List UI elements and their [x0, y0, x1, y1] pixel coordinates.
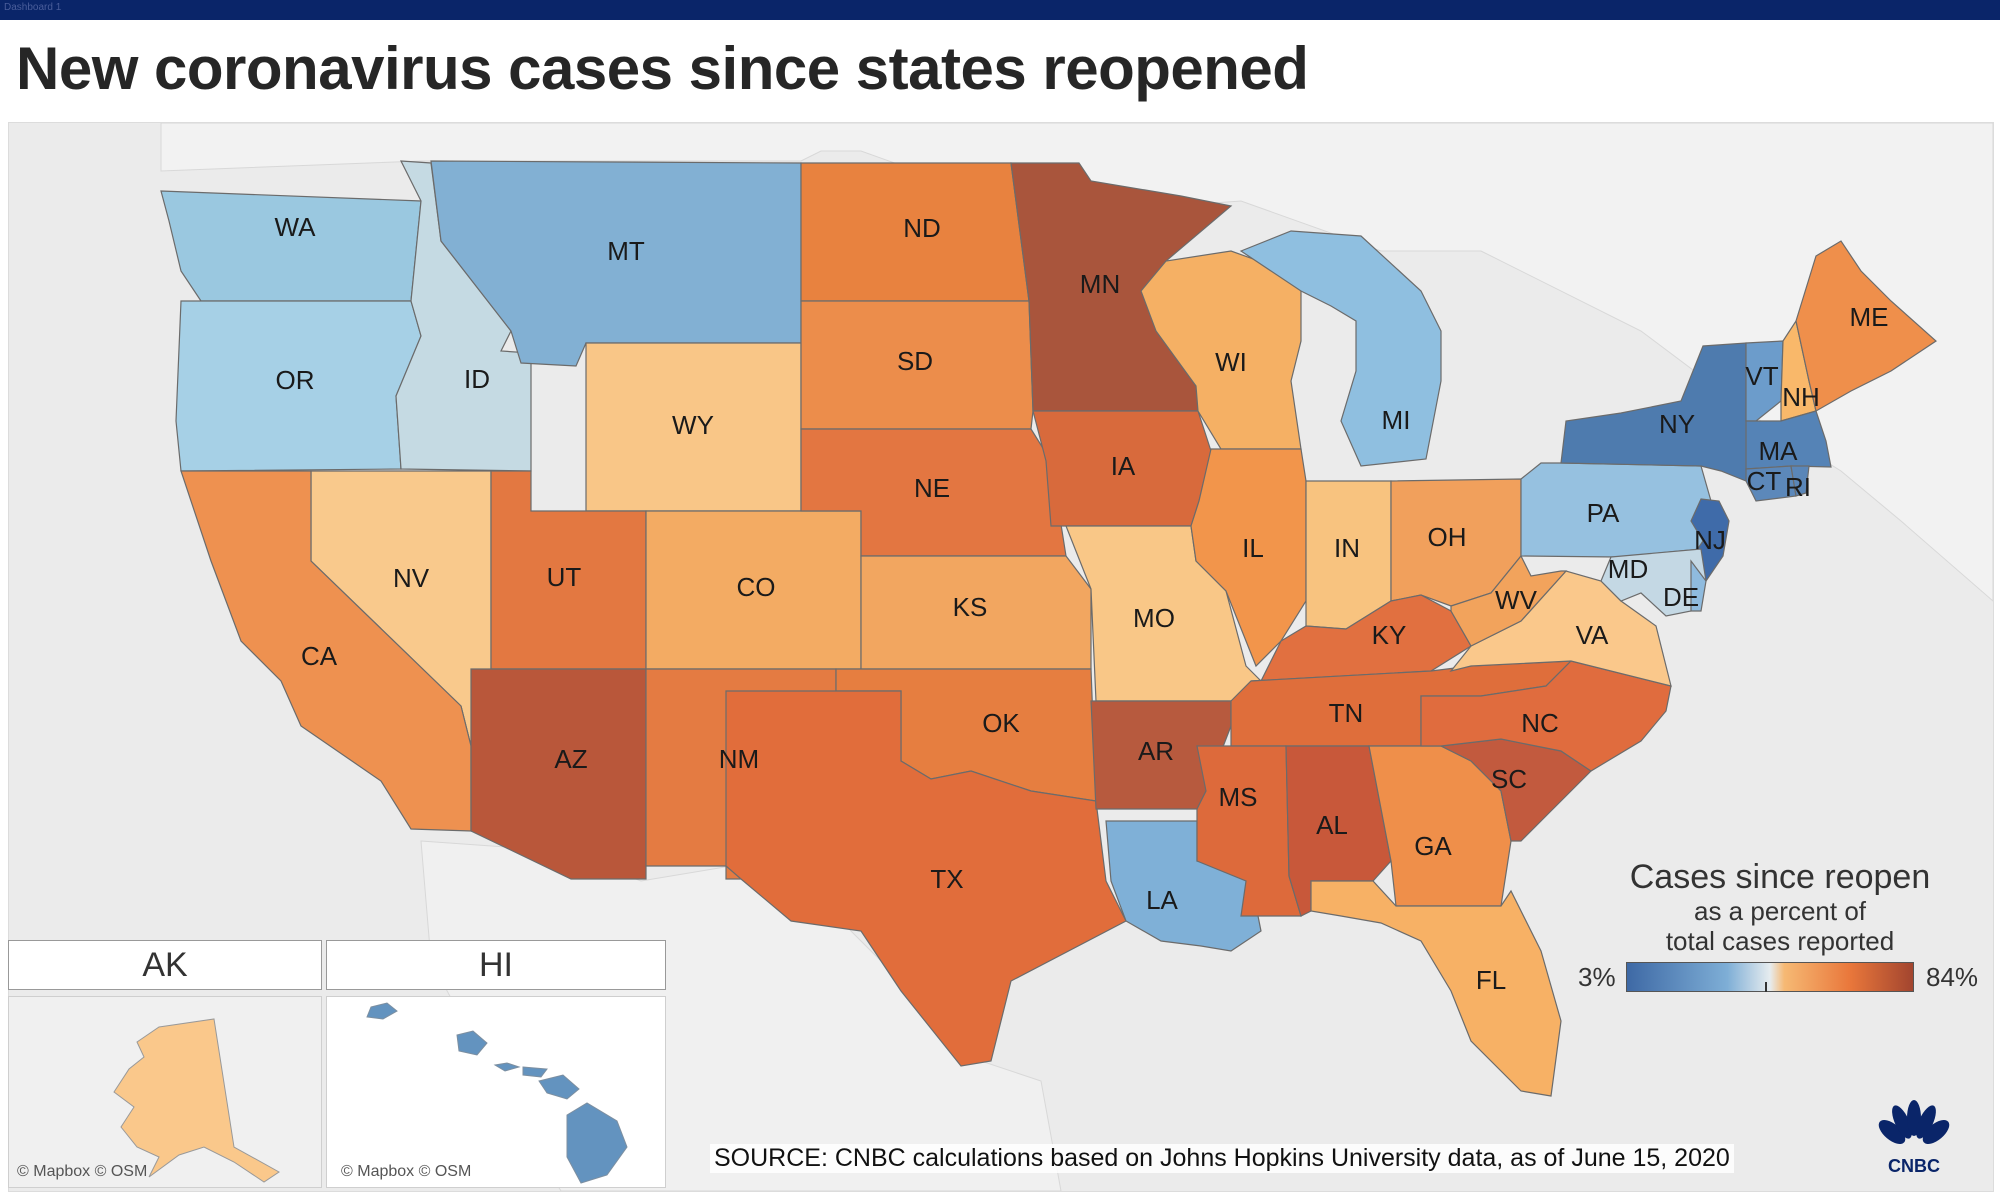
inset-header-hi: HI — [326, 940, 666, 990]
state-label-va: VA — [1576, 620, 1609, 650]
state-shape-de[interactable] — [1690, 559, 1707, 612]
state-label-nd: ND — [903, 213, 941, 243]
state-label-nj: NJ — [1694, 525, 1726, 555]
legend-max-label: 84% — [1926, 962, 1979, 992]
state-shape-ri[interactable] — [1790, 465, 1810, 497]
hawaii-map — [366, 1002, 628, 1184]
legend-subtitle-line2: total cases reported — [1665, 926, 1895, 956]
inset-header-ak: AK — [8, 940, 322, 990]
state-label-nc: NC — [1521, 708, 1559, 738]
state-label-ct: CT — [1747, 466, 1782, 496]
state-label-sd: SD — [897, 346, 933, 376]
legend-min-label: 3% — [1578, 962, 1616, 992]
legend-tick — [1765, 982, 1767, 992]
state-label-ne: NE — [914, 473, 950, 503]
inset-map-hi[interactable]: © Mapbox © OSM — [326, 996, 666, 1188]
state-label-co: CO — [737, 572, 776, 602]
state-label-me: ME — [1850, 302, 1889, 332]
attribution-hi: © Mapbox © OSM — [341, 1163, 472, 1180]
state-shape-ks[interactable] — [860, 555, 1092, 670]
state-shape-sd[interactable] — [800, 300, 1034, 430]
state-label-nh: NH — [1782, 382, 1820, 412]
state-label-ks: KS — [953, 592, 988, 622]
state-label-la: LA — [1146, 885, 1178, 915]
state-label-al: AL — [1316, 810, 1348, 840]
state-label-mn: MN — [1080, 269, 1120, 299]
state-label-wa: WA — [275, 212, 317, 242]
state-label-ok: OK — [982, 708, 1020, 738]
legend-color-ramp[interactable] — [1626, 962, 1914, 992]
state-shape-tx[interactable] — [725, 690, 1127, 1067]
state-label-ri: RI — [1785, 472, 1811, 502]
state-shape-il[interactable] — [1190, 448, 1307, 668]
state-label-sc: SC — [1491, 764, 1527, 794]
state-label-tx: TX — [930, 864, 963, 894]
cnbc-wordmark: CNBC — [1888, 1156, 1940, 1176]
state-shape-az[interactable] — [470, 668, 647, 880]
state-label-in: IN — [1334, 533, 1360, 563]
state-label-vt: VT — [1745, 361, 1778, 391]
state-label-ms: MS — [1219, 782, 1258, 812]
state-label-ny: NY — [1659, 409, 1695, 439]
state-shape-me[interactable] — [1795, 240, 1937, 412]
cnbc-logo: CNBC — [1878, 1100, 1950, 1176]
state-label-tn: TN — [1329, 698, 1364, 728]
state-label-pa: PA — [1587, 498, 1620, 528]
state-shape-nc[interactable] — [1420, 660, 1672, 772]
state-label-wv: WV — [1495, 585, 1538, 615]
state-label-de: DE — [1663, 582, 1699, 612]
state-label-ar: AR — [1138, 736, 1174, 766]
state-shape-vt[interactable] — [1745, 340, 1784, 422]
state-label-ia: IA — [1111, 451, 1136, 481]
state-shape-ca[interactable] — [180, 470, 472, 832]
map-legend: Cases since reopen as a percent of total… — [1560, 858, 2000, 956]
state-shape-ct[interactable] — [1745, 465, 1797, 502]
inset-map-ak[interactable]: © Mapbox © OSM — [8, 996, 322, 1188]
state-shape-wi[interactable] — [1140, 250, 1302, 450]
legend-scale: 3% 84% — [1560, 960, 2000, 994]
us-map[interactable]: WA OR ID MT WY NV CA UT AZ CO NM ND SD NE KS OK TX MN IA MO… — [9, 123, 1993, 1191]
states-layer — [160, 160, 1937, 1097]
dashboard-tab-label[interactable]: Dashboard 1 — [4, 2, 62, 13]
labels-layer: WA OR ID MT WY NV CA UT AZ CO NM ND SD NE KS OK TX MN IA MO… — [275, 212, 1889, 995]
page-title: New coronavirus cases since states reope… — [16, 35, 1309, 102]
legend-title: Cases since reopen — [1629, 858, 1931, 896]
state-label-il: IL — [1242, 533, 1264, 563]
state-label-nv: NV — [393, 563, 430, 593]
state-label-oh: OH — [1428, 522, 1467, 552]
peacock-icon — [1878, 1100, 1950, 1144]
source-note: SOURCE: CNBC calculations based on Johns… — [710, 1144, 1734, 1173]
state-shape-md[interactable] — [1600, 548, 1707, 617]
state-label-az: AZ — [554, 744, 587, 774]
state-label-mt: MT — [607, 236, 645, 266]
state-label-mi: MI — [1382, 405, 1411, 435]
state-label-wy: WY — [672, 410, 714, 440]
canada-landmass — [160, 123, 1993, 602]
state-shape-hi[interactable] — [366, 1002, 628, 1184]
state-shape-wa[interactable] — [160, 190, 422, 302]
state-shape-wv[interactable] — [1450, 554, 1568, 647]
legend-subtitle-line1: as a percent of — [1694, 896, 1866, 926]
state-label-wi: WI — [1215, 347, 1247, 377]
state-label-or: OR — [276, 365, 315, 395]
state-shape-mi[interactable] — [1239, 230, 1442, 467]
state-label-ga: GA — [1414, 831, 1452, 861]
alaska-map — [113, 1018, 280, 1183]
state-label-mo: MO — [1133, 603, 1175, 633]
state-label-fl: FL — [1476, 965, 1506, 995]
state-label-ma: MA — [1759, 436, 1799, 466]
dashboard-tab-bar: Dashboard 1 — [0, 0, 2000, 20]
state-shape-fl[interactable] — [1310, 880, 1562, 1097]
state-label-nm: NM — [719, 744, 759, 774]
state-label-ut: UT — [547, 562, 582, 592]
attribution-ak: © Mapbox © OSM — [17, 1163, 148, 1180]
state-label-id: ID — [464, 364, 490, 394]
state-label-md: MD — [1608, 554, 1648, 584]
state-label-ca: CA — [301, 641, 338, 671]
state-shape-ak[interactable] — [113, 1018, 280, 1183]
state-label-ky: KY — [1372, 620, 1407, 650]
